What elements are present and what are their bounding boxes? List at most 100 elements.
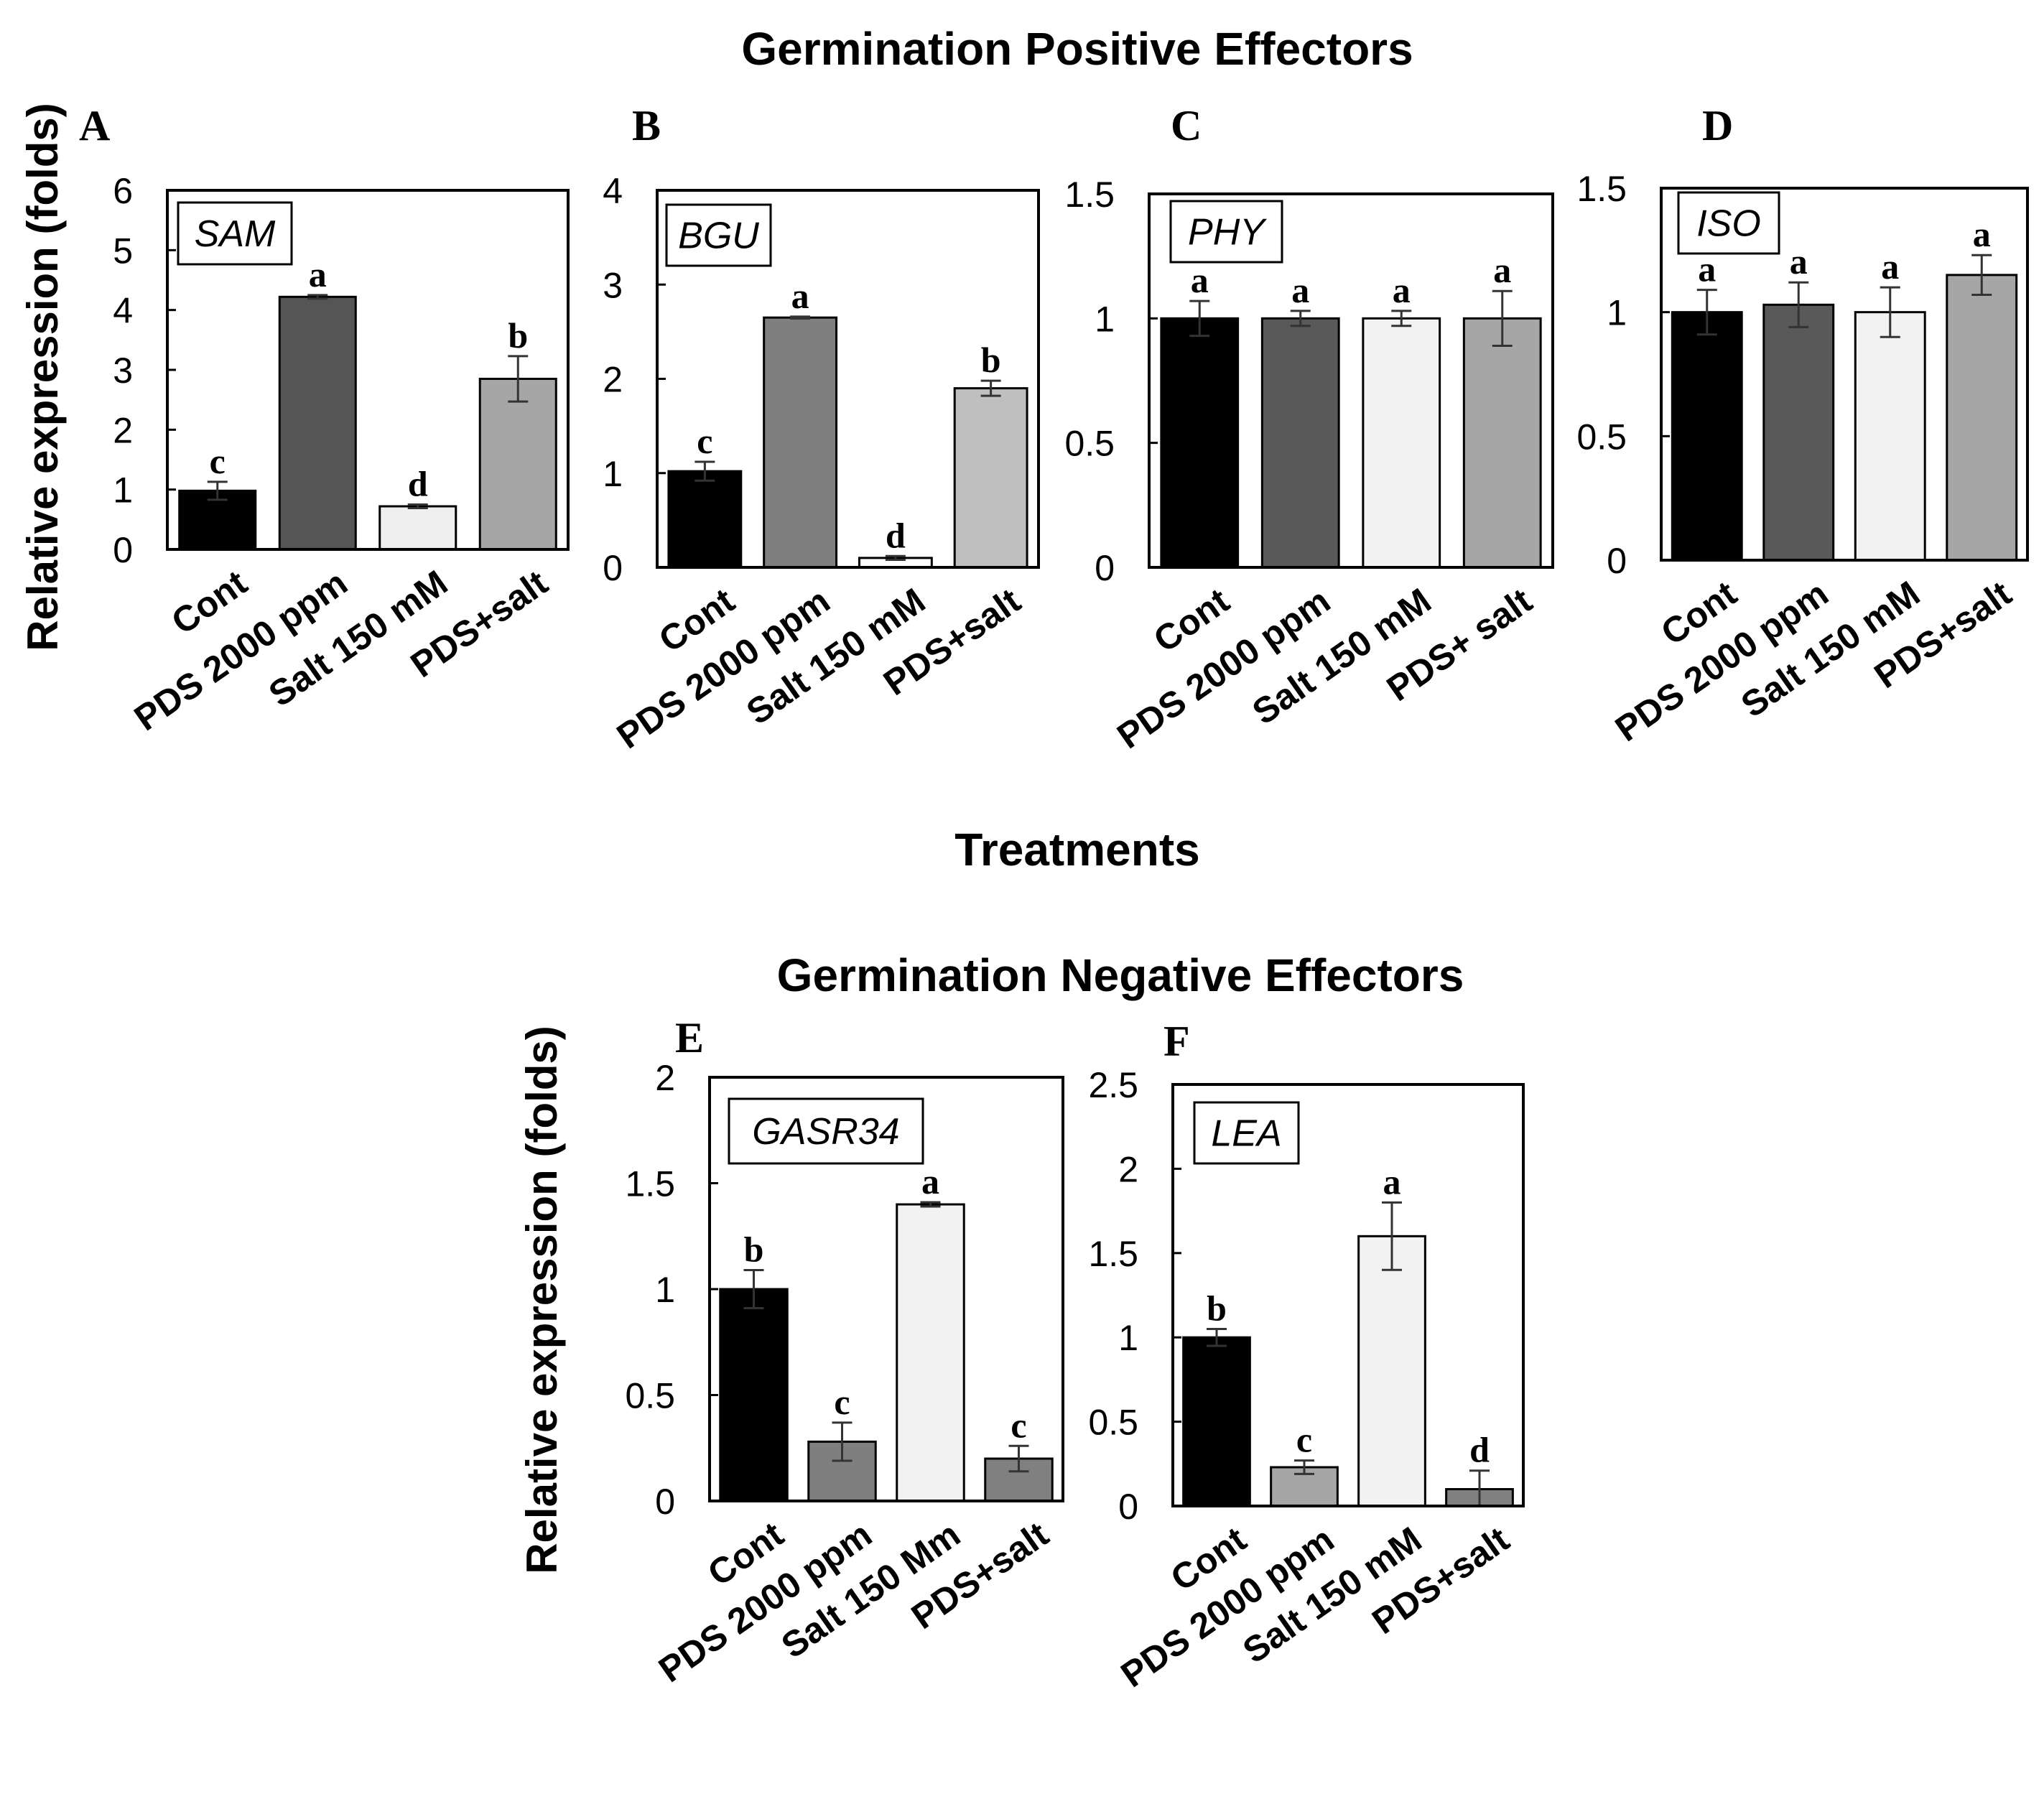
y-tick-label: 0.5: [1064, 424, 1115, 464]
significance-letter: c: [1011, 1405, 1026, 1445]
y-tick-label: 0: [1607, 541, 1627, 581]
top-title: Germination Positive Effectors: [741, 23, 1413, 75]
y-tick-label: 1: [603, 454, 623, 494]
y-tick-label: 2: [113, 410, 133, 450]
gene-label-box: [665, 203, 772, 267]
bar: [1357, 1235, 1426, 1507]
significance-letter: c: [1296, 1420, 1312, 1460]
y-tick-label: 0: [1118, 1487, 1138, 1527]
bar: [478, 378, 557, 551]
bar: [1182, 1336, 1251, 1507]
y-tick-label: 2: [655, 1058, 675, 1098]
y-tick-label: 5: [113, 231, 133, 271]
plot-frame: [1148, 192, 1554, 569]
significance-letter: b: [508, 315, 528, 355]
bar: [378, 505, 457, 551]
gene-label: SAM: [195, 213, 276, 255]
plot-frame: [1171, 1083, 1525, 1507]
significance-letter: b: [744, 1229, 764, 1269]
bottom-title: Germination Negative Effectors: [777, 949, 1464, 1001]
significance-letter: a: [1383, 1161, 1401, 1202]
bottom-ylabel: Relative expression (folds): [518, 1026, 566, 1574]
bar: [1160, 317, 1240, 569]
significance-letter: d: [886, 515, 906, 555]
bar: [1946, 274, 2018, 562]
gene-label-box: [1677, 191, 1780, 255]
panel-letter: A: [79, 102, 110, 149]
panel-letter: F: [1163, 1018, 1190, 1065]
top-ylabel: Relative expression (folds): [19, 103, 67, 651]
y-tick-label: 4: [113, 291, 133, 331]
y-tick-label: 1: [1118, 1318, 1138, 1358]
y-tick-label: 0.5: [1576, 417, 1627, 457]
y-tick-label: 1: [113, 470, 133, 511]
bar: [278, 295, 357, 551]
panel-letter: C: [1171, 102, 1202, 149]
significance-letter: a: [309, 254, 327, 294]
significance-letter: a: [1790, 241, 1808, 282]
significance-letter: c: [210, 441, 226, 481]
y-tick-label: 3: [113, 350, 133, 391]
y-tick-label: 1: [655, 1270, 675, 1310]
gene-label-box: [728, 1097, 924, 1165]
y-tick-label: 1.5: [1064, 175, 1115, 215]
gene-label: LEA: [1211, 1113, 1281, 1155]
bar: [667, 470, 743, 569]
significance-letter: a: [1493, 250, 1511, 290]
y-tick-label: 6: [113, 171, 133, 211]
y-tick-label: 2: [603, 360, 623, 400]
bar: [1260, 317, 1340, 569]
top-xlabel: Treatments: [954, 824, 1199, 875]
significance-letter: d: [1469, 1430, 1490, 1470]
y-tick-label: 2.5: [1088, 1065, 1138, 1105]
bar: [763, 316, 838, 569]
panel-letter: E: [675, 1014, 704, 1061]
y-tick-label: 2: [1118, 1149, 1138, 1189]
significance-letter: a: [1881, 246, 1899, 287]
significance-letter: c: [834, 1382, 850, 1422]
plot-frame: [1660, 187, 2029, 562]
y-tick-label: 1.5: [1088, 1234, 1138, 1274]
y-tick-label: 0: [603, 548, 623, 588]
bar: [1762, 303, 1835, 562]
y-tick-label: 1: [1095, 299, 1115, 339]
gene-label: ISO: [1696, 203, 1761, 245]
gene-label-box: [1193, 1101, 1300, 1165]
significance-letter: a: [1698, 249, 1716, 289]
plot-frame: [166, 189, 570, 551]
significance-letter: a: [921, 1161, 939, 1202]
significance-letter: b: [1207, 1288, 1227, 1328]
significance-letter: d: [408, 464, 428, 504]
plot-frame: [656, 189, 1040, 569]
bar: [896, 1203, 965, 1502]
gene-label: PHY: [1188, 212, 1267, 254]
plot-frame: [708, 1076, 1064, 1502]
significance-letter: c: [697, 421, 712, 461]
y-tick-label: 0.5: [1088, 1403, 1138, 1443]
significance-letter: a: [1393, 270, 1411, 310]
y-tick-label: 1: [1607, 293, 1627, 333]
significance-letter: a: [1191, 260, 1209, 300]
y-tick-label: 0: [655, 1482, 675, 1522]
panel-letter: B: [632, 102, 661, 149]
y-tick-label: 0: [113, 530, 133, 570]
bar: [719, 1288, 789, 1502]
gene-label: GASR34: [752, 1111, 899, 1153]
panel-letter: D: [1702, 102, 1733, 149]
significance-letter: b: [981, 340, 1001, 380]
y-tick-label: 0: [1095, 548, 1115, 588]
significance-letter: a: [1291, 270, 1309, 310]
gene-label-box: [177, 201, 293, 266]
bar: [1362, 317, 1441, 569]
y-tick-label: 1.5: [1576, 169, 1627, 209]
gene-label: BGU: [678, 215, 759, 257]
significance-letter: a: [791, 276, 809, 316]
y-tick-label: 4: [603, 171, 623, 211]
